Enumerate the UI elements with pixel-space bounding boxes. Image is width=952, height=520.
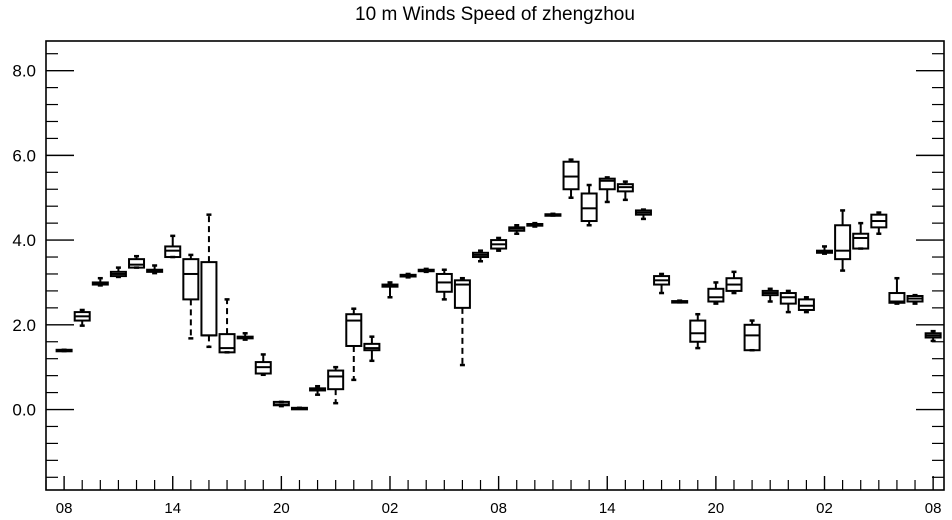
x-tick-label: 08 [56,500,73,517]
box-plot [73,308,91,327]
box-plot [598,176,616,204]
box-plot [526,221,544,228]
box-iqr [888,292,906,304]
box-plot [779,289,797,314]
y-tick-label: 4.0 [12,231,36,250]
box-iqr [200,261,218,337]
box-plot [272,400,290,408]
x-tick-label: 08 [490,500,507,517]
plot-frame [45,40,945,491]
box-plot [399,272,417,279]
box-iqr [598,177,616,191]
box-plot [544,212,562,217]
chart-title: 10 m Winds Speed of zhengzhou [355,4,635,25]
x-tick-label: 02 [382,500,399,517]
box-plot [743,319,761,352]
box-plot [490,236,508,252]
box-plot [146,264,164,275]
x-tick-label: 08 [925,500,942,517]
box-iqr [797,298,815,311]
box-plot [290,406,308,411]
box-iqr [345,313,363,347]
box-iqr [743,323,761,352]
box-plot [435,268,453,301]
box-plot [363,335,381,363]
box-plot [870,211,888,235]
box-plot [924,329,942,343]
box-iqr [363,342,381,352]
box-plot [55,348,73,353]
box-iqr [182,258,200,301]
box-plot [218,298,236,354]
x-tick-label: 14 [599,500,616,517]
box-plot [634,208,652,221]
boxes [55,158,942,411]
box-iqr [852,232,870,250]
box-plot [671,299,689,304]
x-tick-label: 20 [708,500,725,517]
box-iqr [327,369,345,391]
y-tick-label: 8.0 [12,62,36,81]
box-plot [689,312,707,350]
x-tick-label: 20 [273,500,290,517]
box-iqr [580,192,598,223]
box-plot [653,272,671,295]
box-plot [725,270,743,295]
x-tick-label: 02 [816,500,833,517]
box-plot [906,293,924,305]
box-plot [164,234,182,259]
box-iqr [164,245,182,259]
box-plot [888,276,906,305]
box-iqr [218,333,236,354]
box-plot [472,249,490,263]
box-iqr [562,160,580,191]
box-iqr [453,279,471,309]
box-plot [327,365,345,405]
y-tick-label: 2.0 [12,316,36,335]
box-plot [381,281,399,299]
box-plot [254,353,272,377]
box-plot [707,281,725,305]
box-plot [453,276,471,367]
box-plot [616,180,634,202]
box-plot [109,266,127,279]
axes: 0.0 2.0 4.0 6.0 8.0 08 14 20 02 08 14 20 02 08 [12,40,945,517]
box-plot [508,224,526,235]
box-iqr [689,319,707,343]
box-plot [417,267,435,274]
box-plot [128,254,146,269]
box-plot [91,276,109,287]
box-iqr [834,224,852,261]
box-plot [852,221,870,250]
box-plot [345,307,363,382]
y-tick-label: 6.0 [12,146,36,165]
box-plot [761,287,779,303]
box-plot [200,213,218,349]
x-tick-label: 14 [164,500,181,517]
box-iqr [779,292,797,305]
box-plot [562,158,580,199]
y-tick-label: 0.0 [12,401,36,420]
box-plot [236,332,254,341]
box-plot [580,183,598,227]
box-iqr [707,287,725,303]
box-iqr [128,258,146,269]
box-plot [182,253,200,340]
box-plot [816,245,834,255]
box-plot [309,384,327,396]
box-plot [797,296,815,314]
box-plot [834,209,852,272]
